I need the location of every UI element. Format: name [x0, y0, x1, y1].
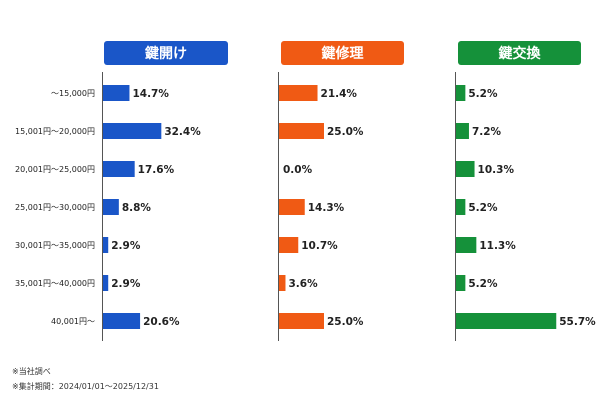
bar-0-0	[103, 85, 130, 101]
category-label-1: 15,001円〜20,000円	[15, 127, 95, 136]
bar-1-0	[279, 85, 318, 101]
bar-0-4	[103, 237, 109, 253]
category-label-0: 〜15,000円	[51, 89, 95, 98]
bar-0-3	[103, 199, 119, 215]
bar-2-1	[456, 123, 469, 139]
category-label-5: 35,001円〜40,000円	[15, 279, 95, 288]
data-label-0-4: 2.9%	[111, 240, 141, 252]
data-label-1-6: 25.0%	[327, 316, 364, 328]
bar-1-1	[279, 123, 324, 139]
category-label-2: 20,001円〜25,000円	[15, 165, 95, 174]
category-label-4: 30,001円〜35,000円	[15, 241, 95, 250]
data-label-1-3: 14.3%	[308, 202, 345, 214]
bar-1-4	[279, 237, 299, 253]
data-label-2-0: 5.2%	[468, 88, 498, 100]
series-header-0	[104, 41, 228, 65]
bar-1-5	[279, 275, 286, 291]
bar-2-5	[456, 275, 466, 291]
category-label-6: 40,001円〜	[51, 317, 95, 326]
bar-0-6	[103, 313, 141, 329]
data-label-2-1: 7.2%	[472, 126, 502, 138]
data-label-0-0: 14.7%	[132, 88, 169, 100]
bar-0-2	[103, 161, 135, 177]
data-label-2-2: 10.3%	[478, 164, 515, 176]
data-label-0-1: 32.4%	[164, 126, 201, 138]
data-label-2-6: 55.7%	[559, 316, 596, 328]
series-header-2	[458, 41, 581, 65]
bar-2-4	[456, 237, 477, 253]
series-header-label-2: 鍵交換	[499, 45, 542, 62]
series-header-label-0: 鍵開け	[145, 45, 187, 62]
source-note: ※当社調べ	[12, 367, 51, 376]
bar-2-2	[456, 161, 475, 177]
data-label-1-1: 25.0%	[327, 126, 364, 138]
period-note: ※集計期間：2024/01/01〜2025/12/31	[12, 382, 159, 391]
data-label-1-0: 21.4%	[321, 88, 358, 100]
data-label-2-3: 5.2%	[468, 202, 498, 214]
data-label-1-5: 3.6%	[288, 278, 318, 290]
bar-2-0	[456, 85, 466, 101]
data-label-1-2: 0.0%	[283, 164, 313, 176]
data-label-0-3: 8.8%	[122, 202, 152, 214]
series-header-label-1: 鍵修理	[322, 45, 364, 62]
series-header-1	[281, 41, 404, 65]
bar-0-5	[103, 275, 109, 291]
category-label-3: 25,001円〜30,000円	[15, 203, 95, 212]
data-label-2-5: 5.2%	[468, 278, 498, 290]
bar-0-1	[103, 123, 162, 139]
bar-1-3	[279, 199, 305, 215]
data-label-0-2: 17.6%	[138, 164, 175, 176]
data-label-2-4: 11.3%	[479, 240, 516, 252]
data-label-1-4: 10.7%	[301, 240, 338, 252]
bar-2-3	[456, 199, 466, 215]
bar-2-6	[456, 313, 557, 329]
data-label-0-6: 20.6%	[143, 316, 180, 328]
data-label-0-5: 2.9%	[111, 278, 141, 290]
bar-1-6	[279, 313, 324, 329]
